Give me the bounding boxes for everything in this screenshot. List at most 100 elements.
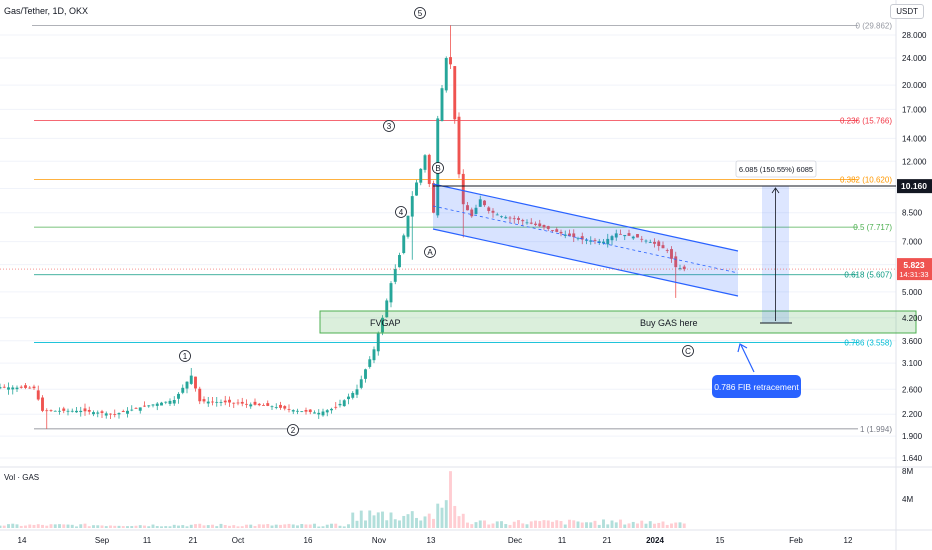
volume-bar — [491, 523, 495, 528]
volume-bar — [92, 525, 95, 528]
volume-bar — [215, 526, 219, 528]
volume-bar — [423, 516, 427, 528]
candle-body — [151, 404, 155, 406]
volume-bar — [364, 520, 367, 528]
volume-bar — [168, 526, 172, 528]
candle-body — [478, 199, 482, 207]
volume-bar — [206, 525, 210, 528]
price-tick: 14.000 — [902, 134, 927, 143]
wave-label-3: 3 — [387, 122, 392, 131]
volume-bar — [461, 513, 465, 528]
volume-bar — [257, 524, 261, 528]
volume-tick: 8M — [902, 467, 913, 476]
candle-body — [7, 387, 10, 390]
candle-body — [521, 220, 525, 222]
candle-body — [300, 411, 304, 413]
buy-zone-rect — [319, 310, 917, 334]
candle-body — [334, 406, 338, 408]
price-tick: 3.600 — [902, 337, 923, 346]
candle-body — [670, 249, 673, 259]
time-tick: 21 — [603, 536, 612, 545]
candle-body — [504, 217, 508, 219]
candle-body — [338, 403, 342, 406]
volume-bar — [546, 520, 550, 528]
price-label-bg — [897, 179, 932, 194]
candle-body — [525, 222, 529, 224]
price-tick: 8.500 — [902, 209, 923, 218]
candle-body — [368, 359, 372, 367]
volume-bar — [610, 520, 614, 528]
volume-bar — [555, 520, 559, 528]
candle-body — [470, 209, 474, 217]
candle-body — [568, 233, 571, 236]
candle-body — [313, 412, 316, 414]
wave-label-2: 2 — [291, 426, 296, 435]
fib-label-0.382: 0.382 (10.620) — [840, 176, 892, 185]
volume-bar — [283, 524, 287, 528]
volume-bar — [104, 526, 108, 528]
volume-bar — [563, 524, 567, 528]
volume-bar — [198, 523, 202, 528]
volume-bar — [83, 523, 87, 528]
candle-body — [219, 402, 223, 403]
volume-bar — [398, 520, 401, 528]
volume-bar — [130, 526, 134, 528]
candle-body — [474, 207, 478, 214]
candle-body — [402, 235, 406, 254]
volume-bar — [457, 516, 461, 528]
volume-bar — [304, 524, 308, 528]
candle-body — [678, 268, 682, 269]
volume-bar — [253, 525, 257, 528]
volume-bar — [597, 524, 601, 528]
candle-body — [168, 400, 172, 404]
descending-channel — [432, 183, 739, 297]
candle-body — [614, 233, 618, 238]
volume-tick: 4M — [902, 495, 913, 504]
candle-body — [563, 234, 567, 236]
price-tick: 28.000 — [902, 31, 927, 40]
volume-bar — [172, 524, 176, 528]
volume-bar — [347, 524, 350, 528]
candle-body — [87, 409, 91, 412]
volume-bar — [15, 524, 19, 528]
candle-body — [495, 214, 499, 216]
candle-body — [559, 231, 563, 234]
candle-body — [355, 389, 359, 395]
price-tick: 2.600 — [902, 385, 923, 394]
candle-body — [623, 235, 627, 237]
candle-body — [321, 411, 325, 416]
volume-bar — [376, 512, 380, 528]
candle-body — [640, 238, 644, 240]
callout-text: 0.786 FIB retracement — [714, 382, 799, 392]
candle-body — [274, 407, 278, 408]
candle-body — [79, 410, 83, 413]
volume-bar — [636, 523, 639, 528]
volume-bar — [126, 526, 129, 528]
candle-body — [440, 88, 444, 122]
volume-bar — [134, 525, 138, 528]
volume-bar — [53, 524, 57, 528]
candle-body — [96, 412, 100, 414]
volume-bar — [419, 520, 423, 528]
channel-top — [432, 183, 739, 252]
candle-body — [593, 239, 597, 241]
candle-body — [53, 410, 57, 412]
candle-body — [572, 233, 576, 238]
candle-body — [189, 375, 193, 384]
candle-body — [75, 410, 78, 413]
price-tick: 12.000 — [902, 157, 927, 166]
wave-label-1: 1 — [183, 352, 188, 361]
last-price: 5.823 — [903, 260, 925, 270]
candle-body — [155, 403, 159, 406]
fib-label-0.5: 0.5 (7.717) — [853, 223, 892, 232]
currency-button[interactable]: USDT — [890, 4, 924, 19]
volume-bars — [0, 471, 686, 528]
time-tick: 12 — [844, 536, 853, 545]
candle-body — [542, 225, 546, 228]
volume-bar — [500, 521, 503, 528]
volume-bar — [147, 526, 151, 528]
grid — [0, 34, 896, 459]
candle-body — [134, 407, 138, 409]
time-tick: 2024 — [646, 536, 664, 545]
